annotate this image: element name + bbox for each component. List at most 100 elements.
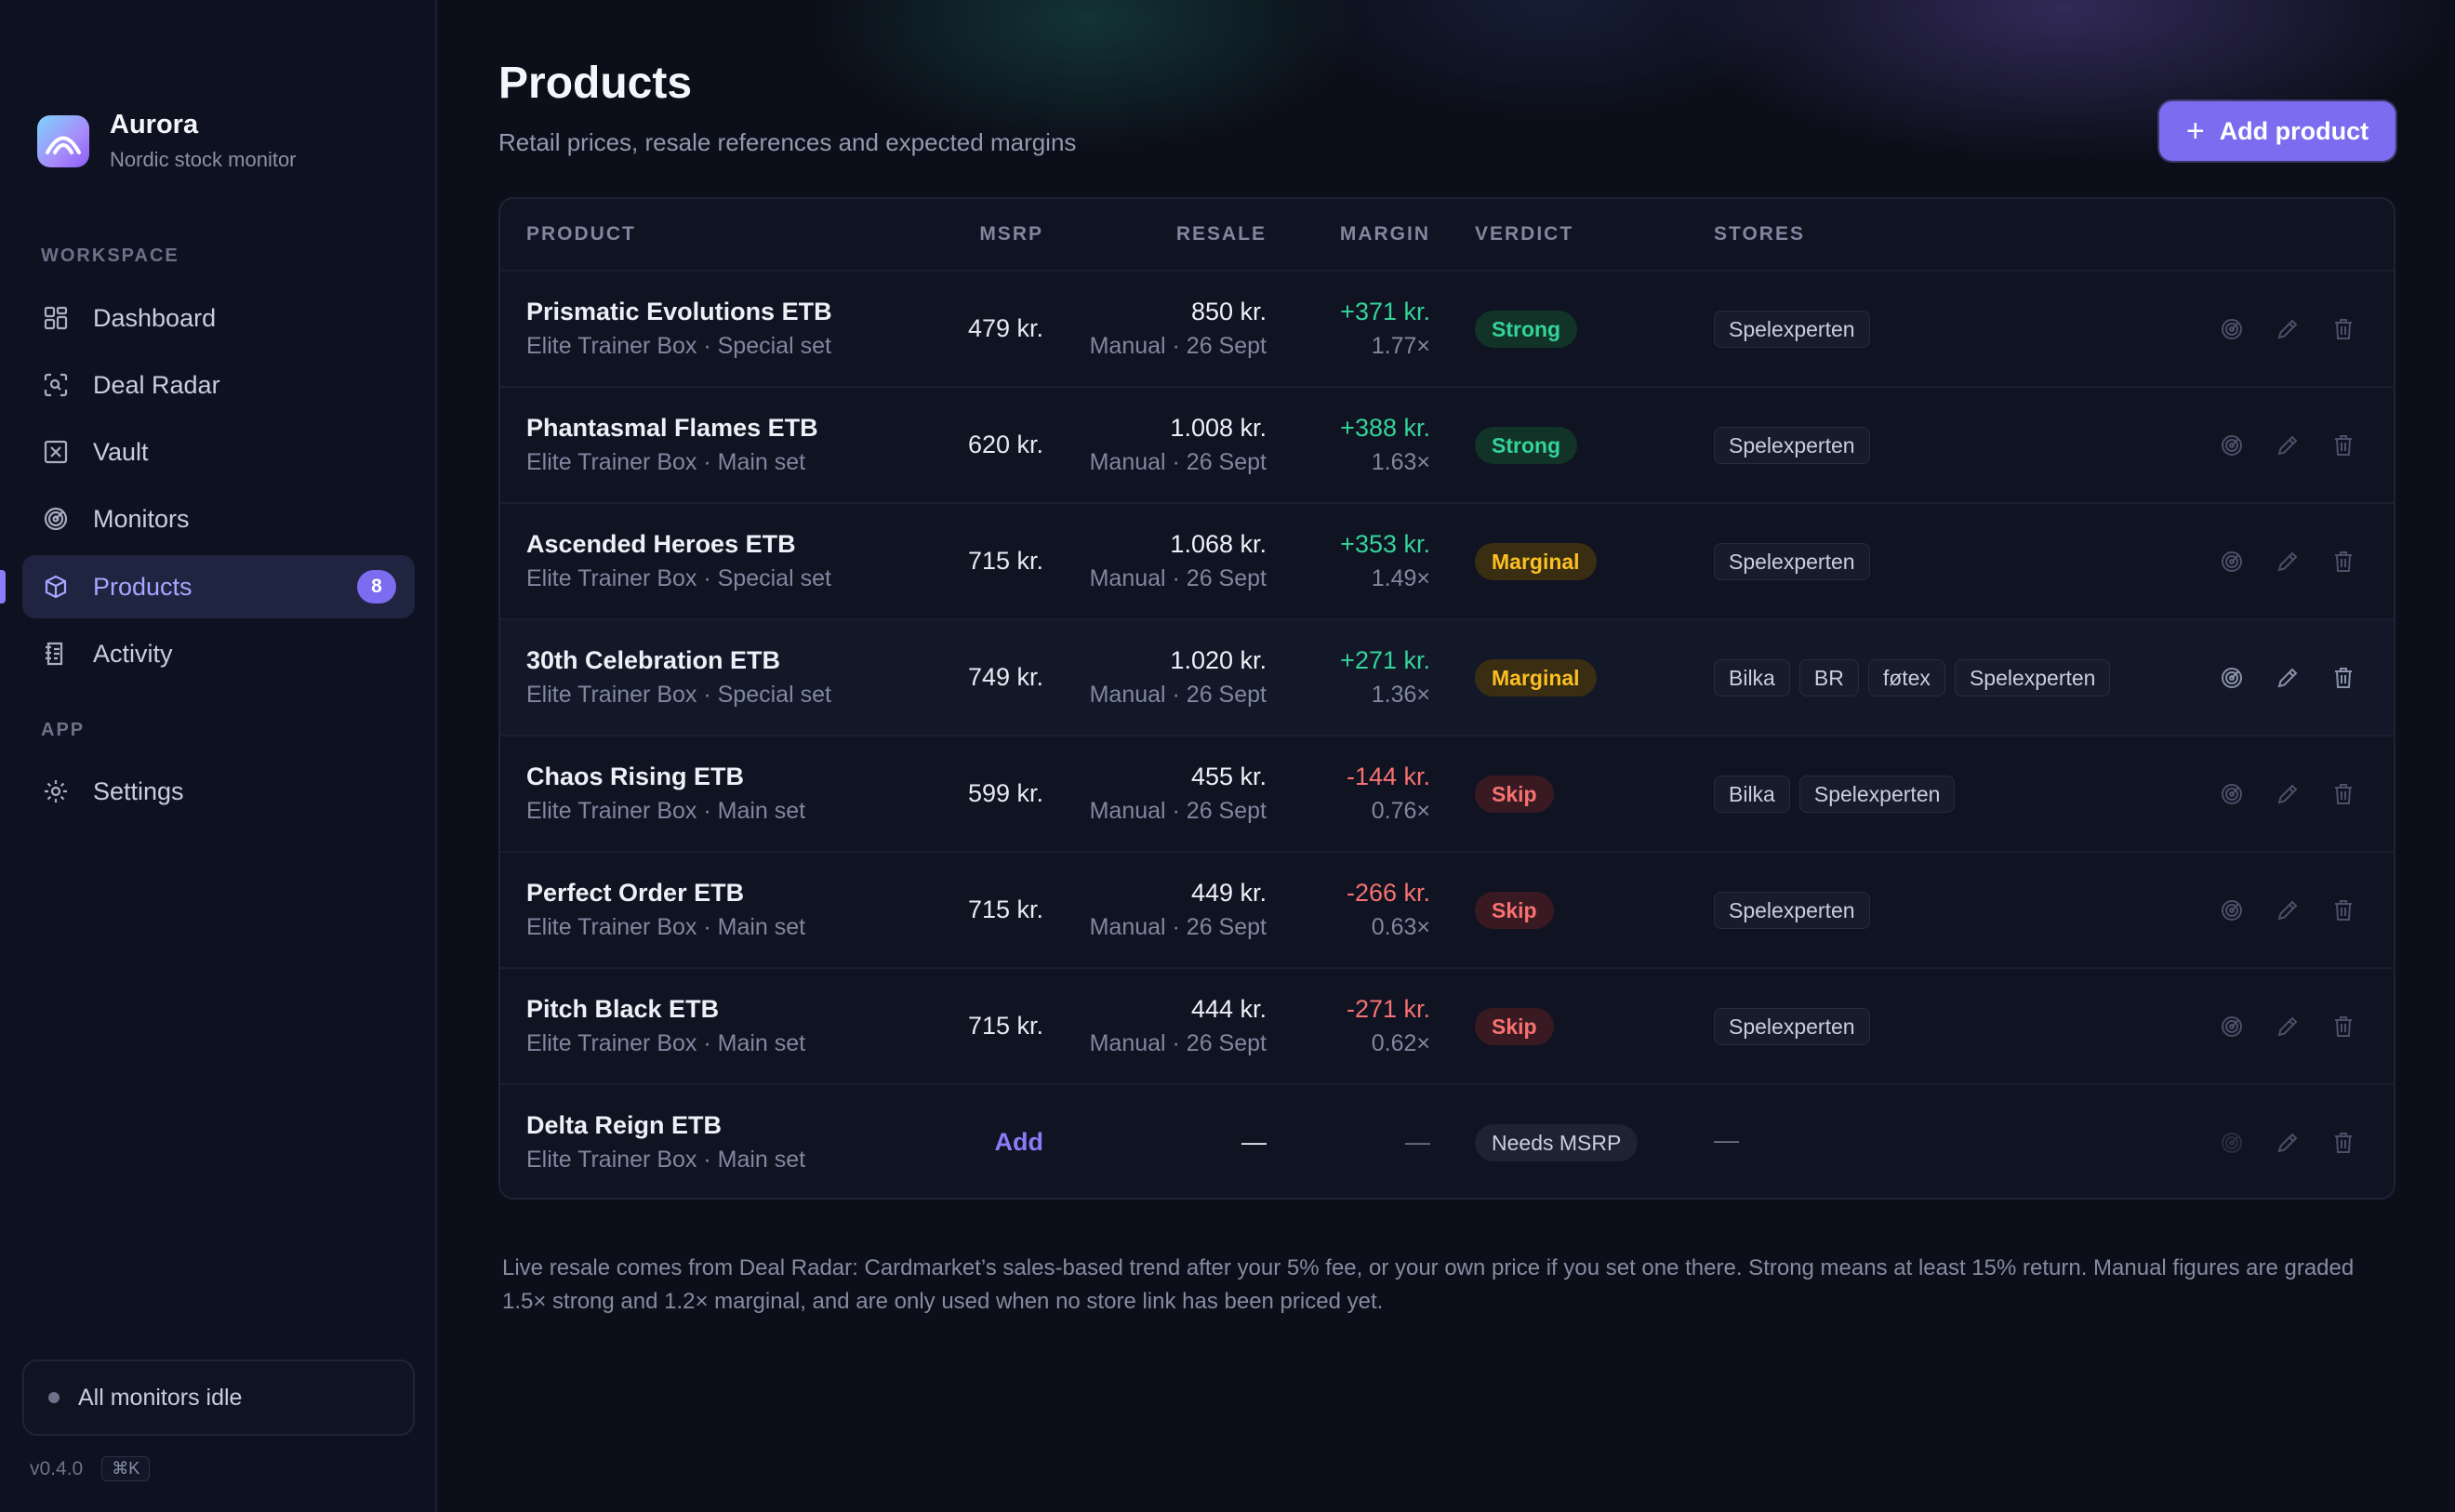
edit-pencil-icon[interactable] [2273, 314, 2302, 344]
product-name: Prismatic Evolutions ETB [526, 298, 832, 325]
store-chip[interactable]: Spelexperten [1954, 659, 2111, 696]
monitor-radar-icon[interactable] [2217, 1128, 2247, 1158]
edit-pencil-icon[interactable] [2273, 547, 2302, 577]
monitor-radar-icon[interactable] [2217, 431, 2247, 460]
store-chip[interactable]: Spelexperten [1714, 543, 1870, 580]
sidebar-item-products[interactable]: Products 8 [22, 555, 415, 618]
monitor-radar-icon[interactable] [2217, 1012, 2247, 1041]
sidebar-item-label: Products [93, 572, 192, 601]
edit-pencil-icon[interactable] [2273, 431, 2302, 460]
store-list: Spelexperten [1714, 427, 1879, 464]
product-type: Elite Trainer Box · Main set [526, 1030, 806, 1056]
margin-value: -144 kr. [1346, 763, 1430, 790]
column-header-stores[interactable]: STORES [1714, 223, 1805, 245]
page-title: Products [498, 59, 693, 108]
store-chip[interactable]: Spelexperten [1714, 1008, 1870, 1045]
msrp-value: 749 kr. [967, 663, 1043, 691]
table-row[interactable]: Prismatic Evolutions ETB Elite Trainer Bo… [500, 270, 2394, 386]
column-header-verdict[interactable]: VERDICT [1475, 223, 1574, 245]
monitor-radar-icon[interactable] [2217, 314, 2247, 344]
table-row[interactable]: Chaos Rising ETB Elite Trainer Box · Main… [500, 735, 2394, 851]
verdict-badge: Marginal [1475, 543, 1597, 580]
resale-value: 850 kr. [1190, 298, 1267, 325]
plus-icon: + [2185, 113, 2205, 149]
store-chip[interactable]: føtex [1867, 659, 1945, 696]
store-chip[interactable]: Spelexperten [1714, 427, 1870, 464]
resale-empty: — [1241, 1128, 1267, 1156]
activity-icon [41, 639, 71, 669]
verdict-badge: Skip [1475, 892, 1554, 929]
delete-trash-icon[interactable] [2329, 431, 2358, 460]
active-nav-indicator [0, 570, 6, 603]
monitor-radar-icon[interactable] [2217, 895, 2247, 925]
column-header-margin[interactable]: MARGIN [1339, 223, 1430, 245]
margin-value: -271 kr. [1346, 995, 1430, 1023]
add-product-button[interactable]: + Add product [2159, 101, 2395, 161]
sidebar-item-label: Dashboard [93, 303, 217, 332]
delete-trash-icon[interactable] [2329, 1128, 2358, 1158]
resale-value: 1.008 kr. [1170, 414, 1267, 442]
sidebar-item-settings[interactable]: Settings [22, 760, 415, 823]
store-chip[interactable]: Bilka [1714, 659, 1790, 696]
store-list: Bilka Spelexperten [1714, 776, 1964, 813]
margin-value: +388 kr. [1340, 414, 1430, 442]
delete-trash-icon[interactable] [2329, 895, 2358, 925]
edit-pencil-icon[interactable] [2273, 1012, 2302, 1041]
resale-value: 449 kr. [1190, 879, 1267, 907]
verdict-badge: Skip [1475, 1008, 1554, 1045]
sidebar-item-dashboard[interactable]: Dashboard [22, 286, 415, 350]
row-actions [2217, 663, 2384, 693]
resale-source: Manual · 26 Sept [1089, 333, 1267, 359]
sidebar-item-deal-radar[interactable]: Deal Radar [22, 353, 415, 417]
monitors-status[interactable]: All monitors idle [22, 1359, 415, 1436]
verdict-badge: Skip [1475, 776, 1554, 813]
add-product-label: Add product [2219, 116, 2369, 145]
table-row[interactable]: Pitch Black ETB Elite Trainer Box · Main … [500, 967, 2394, 1083]
margin-empty: — [1405, 1128, 1430, 1156]
store-chip[interactable]: Bilka [1714, 776, 1790, 813]
store-chip[interactable]: Spelexperten [1798, 776, 1956, 813]
store-chip[interactable]: BR [1798, 659, 1859, 696]
table-row[interactable]: Delta Reign ETB Elite Trainer Box · Main … [500, 1083, 2394, 1198]
table-row[interactable]: Phantasmal Flames ETB Elite Trainer Box ·… [500, 386, 2394, 502]
product-type: Elite Trainer Box · Main set [526, 1147, 806, 1173]
store-list: Spelexperten [1714, 543, 1879, 580]
table-row[interactable]: Ascended Heroes ETB Elite Trainer Box · S… [500, 502, 2394, 618]
delete-trash-icon[interactable] [2329, 1012, 2358, 1041]
edit-pencil-icon[interactable] [2273, 663, 2302, 693]
aurora-logo-icon [37, 114, 89, 167]
column-header-msrp[interactable]: MSRP [979, 223, 1043, 245]
margin-multiplier: 1.77× [1371, 333, 1430, 359]
table-row[interactable]: Perfect Order ETB Elite Trainer Box · Mai… [500, 851, 2394, 967]
edit-pencil-icon[interactable] [2273, 895, 2302, 925]
resale-source: Manual · 26 Sept [1089, 449, 1267, 475]
store-chip[interactable]: Spelexperten [1714, 892, 1870, 929]
sidebar-item-activity[interactable]: Activity [22, 622, 415, 685]
monitor-radar-icon[interactable] [2217, 663, 2247, 693]
edit-pencil-icon[interactable] [2273, 1128, 2302, 1158]
sidebar-item-monitors[interactable]: Monitors [22, 487, 415, 550]
monitor-radar-icon[interactable] [2217, 547, 2247, 577]
msrp-value: 715 kr. [967, 895, 1043, 923]
sidebar-item-vault[interactable]: Vault [22, 420, 415, 484]
table-row[interactable]: 30th Celebration ETB Elite Trainer Box · … [500, 618, 2394, 735]
store-chip[interactable]: Spelexperten [1714, 311, 1870, 348]
vault-icon [41, 437, 71, 467]
column-header-resale[interactable]: RESALE [1175, 223, 1267, 245]
verdict-badge: Marginal [1475, 659, 1597, 696]
brand[interactable]: Aurora Nordic stock monitor [37, 110, 297, 172]
margin-value: +271 kr. [1340, 646, 1430, 674]
delete-trash-icon[interactable] [2329, 663, 2358, 693]
add-msrp-link[interactable]: Add [994, 1128, 1043, 1156]
monitor-radar-icon[interactable] [2217, 779, 2247, 809]
delete-trash-icon[interactable] [2329, 779, 2358, 809]
column-header-product[interactable]: PRODUCT [526, 223, 636, 245]
monitors-status-text: All monitors idle [78, 1384, 243, 1411]
margin-value: -266 kr. [1346, 879, 1430, 907]
command-palette-shortcut[interactable]: ⌘K [101, 1456, 151, 1481]
delete-trash-icon[interactable] [2329, 314, 2358, 344]
delete-trash-icon[interactable] [2329, 547, 2358, 577]
sidebar-item-label: Deal Radar [93, 370, 220, 399]
edit-pencil-icon[interactable] [2273, 779, 2302, 809]
version-label: v0.4.0 [30, 1457, 84, 1479]
